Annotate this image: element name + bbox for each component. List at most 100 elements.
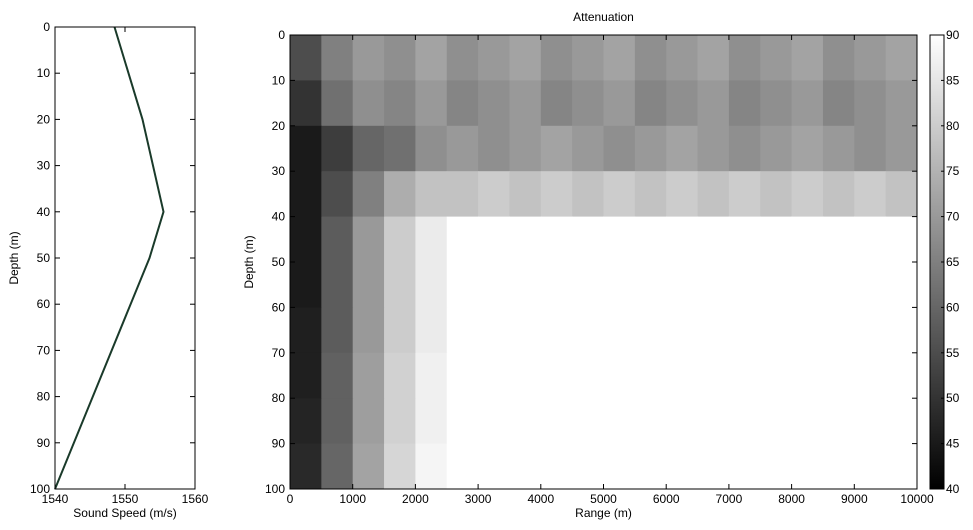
heatmap-cell (728, 398, 761, 445)
colorbar-tick-label: 45 (946, 437, 960, 451)
heatmap-cell (572, 171, 604, 218)
heatmap-cell (384, 443, 416, 490)
heatmap-cell (446, 171, 479, 218)
heatmap-cell (728, 171, 761, 218)
x-tick-label: 4000 (527, 492, 554, 506)
heatmap-cell (666, 35, 699, 81)
y-tick-label: 100 (30, 482, 50, 496)
y-axis-label: Depth (m) (7, 231, 21, 284)
heatmap-cell (791, 352, 824, 399)
colorbar-tick-label: 40 (946, 482, 960, 496)
heatmap-cell (478, 398, 510, 445)
y-tick-label: 70 (272, 346, 286, 360)
heatmap-cell (760, 262, 793, 308)
heatmap-cell (666, 125, 699, 172)
heatmap-cell (572, 352, 604, 399)
x-tick-label: 3000 (465, 492, 492, 506)
y-tick-label: 10 (272, 73, 286, 87)
heatmap-cell (540, 125, 573, 172)
heatmap-cell (791, 171, 824, 218)
y-tick-label: 50 (272, 255, 286, 269)
heatmap-cell (603, 398, 636, 445)
heatmap-cell (509, 125, 542, 172)
x-tick-label: 6000 (653, 492, 680, 506)
heatmap-cell (603, 125, 636, 172)
heatmap-cell (572, 398, 604, 445)
x-tick-label: 5000 (590, 492, 617, 506)
heatmap-cell (540, 171, 573, 218)
heatmap-cell (728, 216, 761, 263)
heatmap-cell (760, 398, 793, 445)
y-tick-label: 40 (272, 210, 286, 224)
heatmap-cell (760, 80, 793, 127)
heatmap-cell (352, 398, 385, 445)
heatmap-cell (854, 398, 887, 445)
heatmap-cell (885, 352, 918, 399)
heatmap-cell (446, 352, 479, 399)
heatmap-cell (415, 352, 448, 399)
heatmap-cell (697, 80, 730, 127)
heatmap-cell (384, 125, 416, 172)
heatmap-cell (321, 216, 354, 263)
heatmap-cell (854, 352, 887, 399)
heatmap-cell (854, 80, 887, 127)
heatmap-cell (321, 307, 354, 354)
heatmap-cell (885, 307, 918, 354)
heatmap-cell (728, 307, 761, 354)
heatmap-cell (760, 443, 793, 490)
heatmap-cell (728, 262, 761, 308)
heatmap-cell (540, 216, 573, 263)
heatmap-cell (728, 443, 761, 490)
heatmap-cell (603, 35, 636, 81)
heatmap-cell (885, 216, 918, 263)
heatmap-cell (697, 216, 730, 263)
heatmap-cell (321, 125, 354, 172)
heatmap-cell (791, 398, 824, 445)
heatmap-cell (446, 307, 479, 354)
heatmap-cell (384, 262, 416, 308)
heatmap-cell (540, 262, 573, 308)
heatmap-cell (854, 307, 887, 354)
x-tick-label: 2000 (402, 492, 429, 506)
heatmap-cell (415, 307, 448, 354)
heatmap-cell (666, 171, 699, 218)
colorbar-tick-label: 55 (946, 346, 960, 360)
y-tick-label: 30 (272, 164, 286, 178)
heatmap-cell (634, 262, 667, 308)
heatmap-cell (822, 80, 855, 127)
heatmap-cell (540, 352, 573, 399)
heatmap-cell (415, 216, 448, 263)
heatmap-cell (791, 216, 824, 263)
heatmap-cell (697, 125, 730, 172)
colorbar-tick-label: 60 (946, 300, 960, 314)
heatmap-cell (728, 35, 761, 81)
y-tick-label: 20 (37, 112, 51, 126)
x-tick-label: 9000 (841, 492, 868, 506)
heatmap-cell (885, 171, 918, 218)
heatmap-cell (603, 352, 636, 399)
heatmap-cell (290, 35, 322, 81)
heatmap-cell (384, 171, 416, 218)
y-tick-label: 80 (272, 391, 286, 405)
heatmap-cell (415, 398, 448, 445)
heatmap-cell (634, 80, 667, 127)
heatmap-cell (791, 262, 824, 308)
x-tick-label: 7000 (716, 492, 743, 506)
heatmap-cell (352, 443, 385, 490)
heatmap-cell (697, 171, 730, 218)
heatmap-cell (666, 398, 699, 445)
y-tick-label: 0 (278, 28, 285, 42)
heatmap-cell (885, 398, 918, 445)
heatmap-cell (290, 443, 322, 490)
heatmap-cell (572, 307, 604, 354)
heatmap-cell (321, 443, 354, 490)
heatmap-cell (446, 125, 479, 172)
heatmap-cell (478, 35, 510, 81)
heatmap-cell (854, 171, 887, 218)
heatmap-cell (509, 80, 542, 127)
heatmap-cell (352, 216, 385, 263)
heatmap-cell (822, 171, 855, 218)
heatmap-cell (446, 443, 479, 490)
heatmap-cell (509, 35, 542, 81)
